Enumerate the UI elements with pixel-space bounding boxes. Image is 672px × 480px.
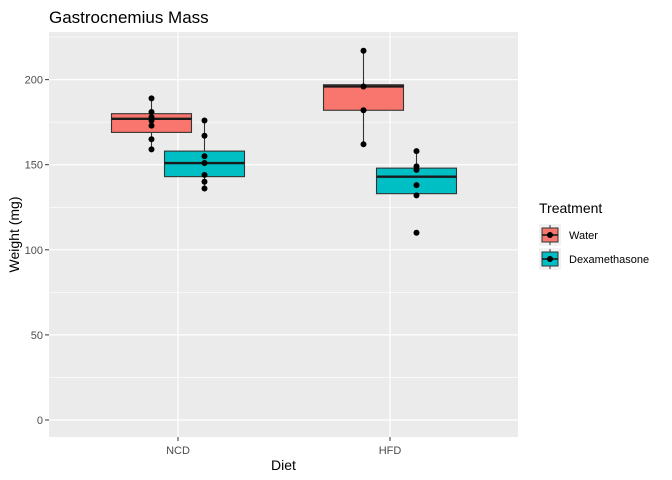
y-tick-label: 200 [25,75,43,87]
data-point [148,95,155,102]
data-point [413,166,420,173]
data-point [201,132,208,139]
chart-title: Gastrocnemius Mass [49,8,209,27]
data-point [148,146,155,153]
x-tick-label: HFD [379,445,402,457]
y-tick-label: 150 [25,160,43,172]
data-point [148,117,155,124]
data-point [413,192,420,199]
legend-key-point [547,232,553,238]
points-layer [148,47,420,236]
data-point [413,148,420,155]
data-point [201,160,208,167]
data-point [360,47,367,54]
legend-title: Treatment [539,200,602,216]
x-axis-title: Diet [271,457,296,473]
data-point [360,141,367,148]
legend: Treatment Water Dexamethasone [539,200,649,270]
data-point [413,182,420,189]
data-point [413,229,420,236]
y-tick-label: 50 [31,330,43,342]
data-point [201,178,208,185]
data-point [201,171,208,178]
plot-panel [49,32,518,437]
data-point [148,136,155,143]
x-axis: NCD HFD [166,437,401,457]
y-tick-label: 100 [25,245,43,257]
legend-key-point [547,256,553,262]
legend-label-0: Water [569,230,598,242]
y-axis-title: Weight (mg) [6,197,22,273]
data-point [201,153,208,160]
data-point [201,185,208,192]
data-point [360,107,367,114]
data-point [201,117,208,124]
y-tick-label: 0 [37,415,43,427]
data-point [360,83,367,90]
x-tick-label: NCD [166,445,190,457]
legend-label-1: Dexamethasone [569,254,649,266]
data-point [148,122,155,129]
y-axis: 0 50 100 150 200 [25,75,49,427]
data-point [148,108,155,115]
